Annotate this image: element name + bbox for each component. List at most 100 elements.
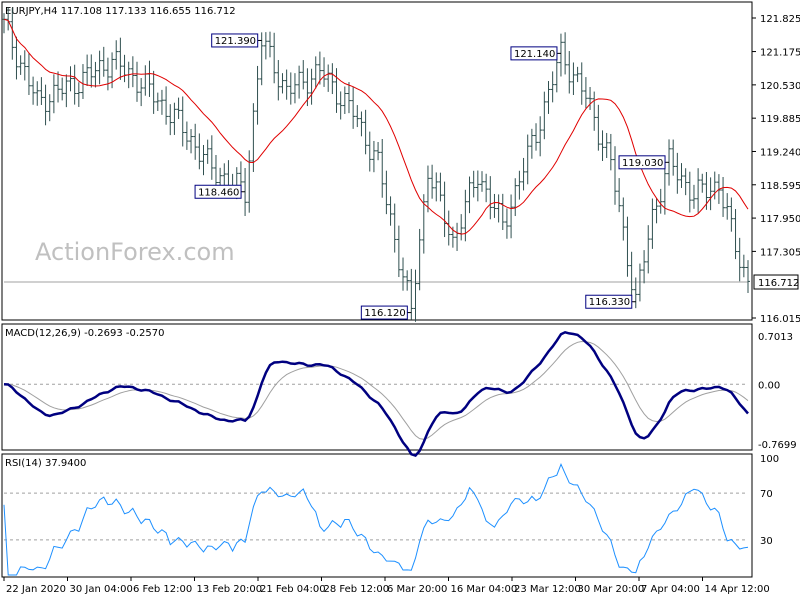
time-tick-label: 21 Feb 04:00 bbox=[260, 584, 326, 595]
rsi-tick-label: 100 bbox=[760, 454, 779, 465]
last-price-text: 116.712 bbox=[758, 278, 799, 289]
ohlc-bar bbox=[671, 139, 676, 176]
ohlc-bar bbox=[658, 188, 663, 214]
price-series: 121.390 118.460 116.120 121.140 119.030 116.3… bbox=[2, 7, 750, 322]
price-tick-label: 119.885 bbox=[760, 114, 800, 125]
ohlc-bar bbox=[56, 71, 61, 103]
time-tick-label: 16 Mar 04:00 bbox=[451, 584, 518, 595]
key-level-text: 116.120 bbox=[364, 308, 405, 319]
key-level-label: 116.120 bbox=[360, 305, 412, 320]
rsi-panel bbox=[1, 453, 753, 578]
ohlc-bar bbox=[633, 277, 638, 309]
ohlc-bar bbox=[151, 70, 156, 114]
ohlc-bar bbox=[64, 74, 69, 108]
ohlc-bar bbox=[529, 128, 534, 159]
ohlc-bar bbox=[68, 66, 73, 92]
key-level-text: 116.330 bbox=[589, 297, 630, 308]
ohlc-bar bbox=[384, 170, 389, 215]
ohlc-bar bbox=[164, 86, 169, 125]
ohlc-bar bbox=[135, 61, 140, 102]
ohlc-bar bbox=[251, 103, 256, 172]
ohlc-bar bbox=[642, 250, 647, 284]
price-tick-label: 116.015 bbox=[760, 314, 800, 325]
ohlc-bar bbox=[80, 64, 85, 99]
ohlc-bar bbox=[280, 73, 285, 94]
ohlc-bar bbox=[737, 237, 742, 282]
ohlc-bar bbox=[317, 51, 322, 85]
time-tick-label: 6 Feb 12:00 bbox=[133, 584, 192, 595]
time-tick-label: 30 Jan 04:00 bbox=[70, 584, 133, 595]
ohlc-bar bbox=[193, 123, 198, 160]
ohlc-bar bbox=[39, 77, 44, 105]
ohlc-bar bbox=[60, 77, 65, 101]
ohlc-bar bbox=[409, 268, 414, 320]
ohlc-bar bbox=[114, 40, 119, 70]
price-tick-label: 117.305 bbox=[760, 247, 800, 258]
ohlc-bar bbox=[72, 64, 77, 105]
axes: 121.825 121.175 120.530 119.885 119.240 118.5… bbox=[3, 14, 800, 595]
ohlc-bar bbox=[35, 81, 40, 106]
ohlc-bar bbox=[700, 173, 705, 193]
ohlc-bar bbox=[342, 86, 347, 114]
ohlc-bar bbox=[101, 46, 106, 77]
ohlc-bar bbox=[725, 193, 730, 220]
macd-series bbox=[3, 330, 749, 458]
ohlc-bar bbox=[22, 50, 27, 81]
ohlc-bar bbox=[209, 135, 214, 180]
ohlc-bar bbox=[625, 216, 630, 277]
ohlc-bar bbox=[201, 144, 206, 176]
price-tick-label: 120.530 bbox=[760, 81, 800, 92]
key-level-label: 118.460 bbox=[194, 184, 246, 199]
ohlc-bar bbox=[563, 32, 568, 75]
ohlc-bar bbox=[708, 177, 713, 211]
ohlc-bar bbox=[525, 134, 530, 185]
ohlc-bar bbox=[442, 181, 447, 238]
ohlc-bar bbox=[118, 37, 123, 80]
macd-line bbox=[3, 330, 749, 458]
ohlc-bar bbox=[284, 69, 289, 100]
ohlc-bar bbox=[14, 36, 19, 80]
ohlc-bar bbox=[401, 257, 406, 291]
ohlc-bar bbox=[43, 84, 48, 126]
ohlc-bar bbox=[712, 171, 717, 200]
ohlc-bar bbox=[600, 130, 605, 161]
key-level-text: 121.140 bbox=[514, 49, 555, 60]
key-level-text: 118.460 bbox=[198, 187, 239, 198]
ohlc-bar bbox=[176, 97, 181, 119]
price-tick-label: 118.595 bbox=[760, 181, 800, 192]
ohlc-bar bbox=[679, 163, 684, 188]
ohlc-bar bbox=[155, 92, 160, 111]
watermark: ActionForex.com bbox=[35, 238, 235, 266]
ohlc-bar bbox=[276, 60, 281, 101]
ohlc-bar bbox=[604, 132, 609, 158]
ohlc-bar bbox=[683, 168, 688, 196]
ohlc-bar bbox=[550, 71, 555, 103]
time-tick-label: 30 Mar 20:00 bbox=[578, 584, 645, 595]
ohlc-bar bbox=[272, 32, 277, 84]
ohlc-bar bbox=[51, 74, 56, 114]
ohlc-bar bbox=[617, 178, 622, 213]
macd-signal-line bbox=[4, 340, 749, 440]
ohlc-bar bbox=[10, 7, 15, 60]
ohlc-bar bbox=[471, 170, 476, 198]
ohlc-bar bbox=[189, 129, 194, 154]
ohlc-bar bbox=[197, 133, 202, 170]
ohlc-bar bbox=[405, 270, 410, 291]
time-tick-label: 13 Feb 20:00 bbox=[197, 584, 263, 595]
ohlc-bar bbox=[467, 176, 472, 214]
rsi-label: RSI(14) 37.9400 bbox=[5, 458, 86, 469]
ohlc-bar bbox=[733, 209, 738, 260]
rsi-tick-label: 30 bbox=[760, 536, 773, 547]
ohlc-bar bbox=[313, 56, 318, 89]
rsi-line bbox=[3, 462, 749, 576]
ohlc-bar bbox=[238, 161, 243, 189]
ohlc-bar bbox=[355, 105, 360, 128]
time-tick-label: 7 Apr 04:00 bbox=[641, 584, 700, 595]
ohlc-bar bbox=[463, 189, 468, 242]
ohlc-bar bbox=[691, 184, 696, 209]
ohlc-bar bbox=[76, 82, 81, 107]
key-level-label: 121.390 bbox=[211, 33, 262, 48]
ohlc-bar bbox=[392, 203, 397, 253]
ohlc-bar bbox=[612, 146, 617, 205]
ohlc-bar bbox=[413, 269, 418, 322]
